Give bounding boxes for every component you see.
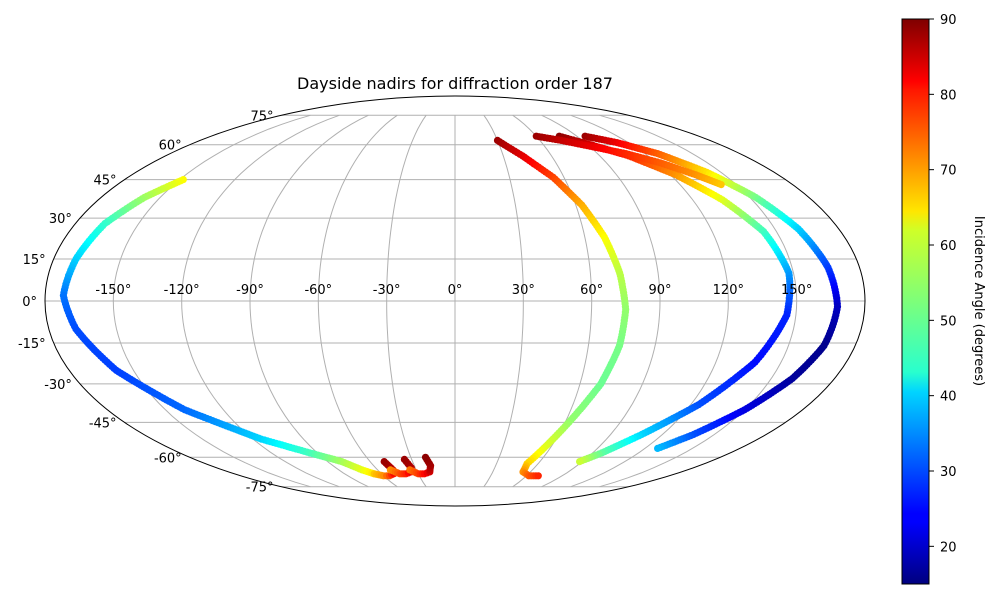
latitude-tick-label: 30° <box>49 212 72 227</box>
colorbar-tick-label: 60 <box>940 239 957 254</box>
longitude-tick-label: -120° <box>164 283 200 298</box>
data-point <box>534 472 542 480</box>
colorbar-tick-label: 40 <box>940 390 957 405</box>
colorbar-tick-label: 20 <box>940 540 957 555</box>
longitude-tick-label: -90° <box>236 283 264 298</box>
colorbar-tick-label: 80 <box>940 88 957 103</box>
longitude-tick-label: 120° <box>713 283 744 298</box>
colorbar-ticks: 20 30 40 50 60 70 80 90 <box>929 13 957 555</box>
map-boundary <box>44 95 866 507</box>
longitude-tick-label: -60° <box>304 283 332 298</box>
longitude-tick-label: 30° <box>512 283 535 298</box>
latitude-tick-label: 60° <box>159 139 182 154</box>
latitude-tick-label: 45° <box>94 174 117 189</box>
graticule-grid <box>45 114 865 488</box>
longitude-tick-label: 90° <box>648 283 671 298</box>
longitude-tick-label: 60° <box>580 283 603 298</box>
colorbar-tick-label: 50 <box>940 314 957 329</box>
latitude-tick-label: -75° <box>246 481 274 496</box>
longitude-tick-labels: -150° -120° -90° -60° -30° 0° 30° 60° 90° 120° 150… <box>95 283 812 298</box>
latitude-tick-label: -45° <box>89 416 117 431</box>
data-points <box>59 132 842 480</box>
latitude-tick-label: 75° <box>250 109 273 124</box>
longitude-tick-label: 150° <box>781 283 812 298</box>
colorbar-tick-label: 90 <box>940 13 957 28</box>
colorbar-tick-label: 30 <box>940 465 957 480</box>
data-point <box>717 181 725 189</box>
latitude-tick-label: -15° <box>18 337 46 352</box>
longitude-tick-label: 0° <box>448 283 463 298</box>
colorbar <box>901 18 930 585</box>
chart-title: Dayside nadirs for diffraction order 187 <box>297 74 613 93</box>
data-point <box>421 453 430 461</box>
latitude-tick-labels: 75° 60° 45° 30° 15° 0° -15° -30° -45° -60° -75° <box>18 109 274 495</box>
data-point <box>380 458 388 466</box>
data-point <box>654 444 662 452</box>
longitude-tick-label: -150° <box>95 283 131 298</box>
longitude-tick-label: -30° <box>373 283 401 298</box>
data-point <box>400 455 408 463</box>
colorbar-tick-label: 70 <box>940 164 957 179</box>
latitude-tick-label: -30° <box>44 378 72 393</box>
data-point <box>576 458 584 466</box>
latitude-tick-label: 15° <box>23 253 46 268</box>
colorbar-label: Incidence Angle (degrees) <box>971 216 986 386</box>
latitude-tick-label: -60° <box>154 451 182 466</box>
latitude-tick-label: 0° <box>22 295 37 310</box>
